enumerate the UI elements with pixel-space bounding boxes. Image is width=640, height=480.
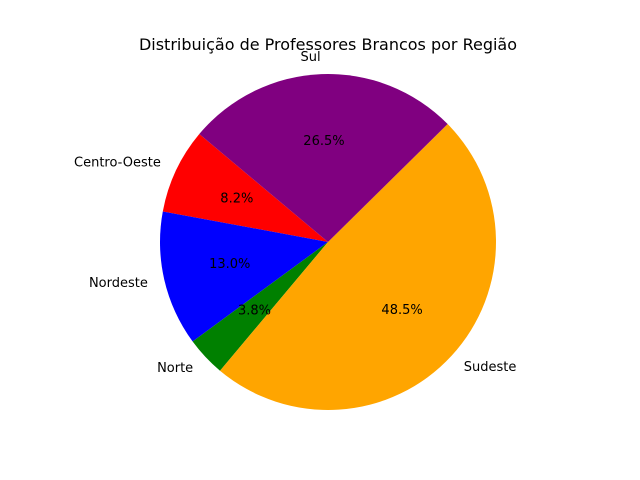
pie-slice-nordeste xyxy=(160,211,328,342)
pie-labels: Centro-Oeste 8.2% Nordeste 13.0% Norte 3.8% Su… xyxy=(74,50,516,376)
pie-slice-sul xyxy=(199,74,448,242)
slice-label-norte: Norte xyxy=(157,361,193,376)
slice-label-centro-oeste: Centro-Oeste xyxy=(74,156,161,171)
pie-slice-norte xyxy=(192,242,328,371)
pie-slices xyxy=(160,74,496,410)
chart-title: Distribuição de Professores Brancos por … xyxy=(139,35,517,54)
slice-label-nordeste: Nordeste xyxy=(89,276,148,291)
slice-percent-centro-oeste: 8.2% xyxy=(220,192,253,207)
slice-percent-sudeste: 48.5% xyxy=(381,303,422,318)
slice-percent-nordeste: 13.0% xyxy=(209,257,250,272)
slice-percent-norte: 3.8% xyxy=(238,303,271,318)
slice-label-sudeste: Sudeste xyxy=(464,360,517,375)
pie-slice-sudeste xyxy=(220,124,496,410)
slice-label-sul: Sul xyxy=(300,50,320,65)
slice-percent-sul: 26.5% xyxy=(303,134,344,149)
pie-slice-centro-oeste xyxy=(162,134,328,242)
